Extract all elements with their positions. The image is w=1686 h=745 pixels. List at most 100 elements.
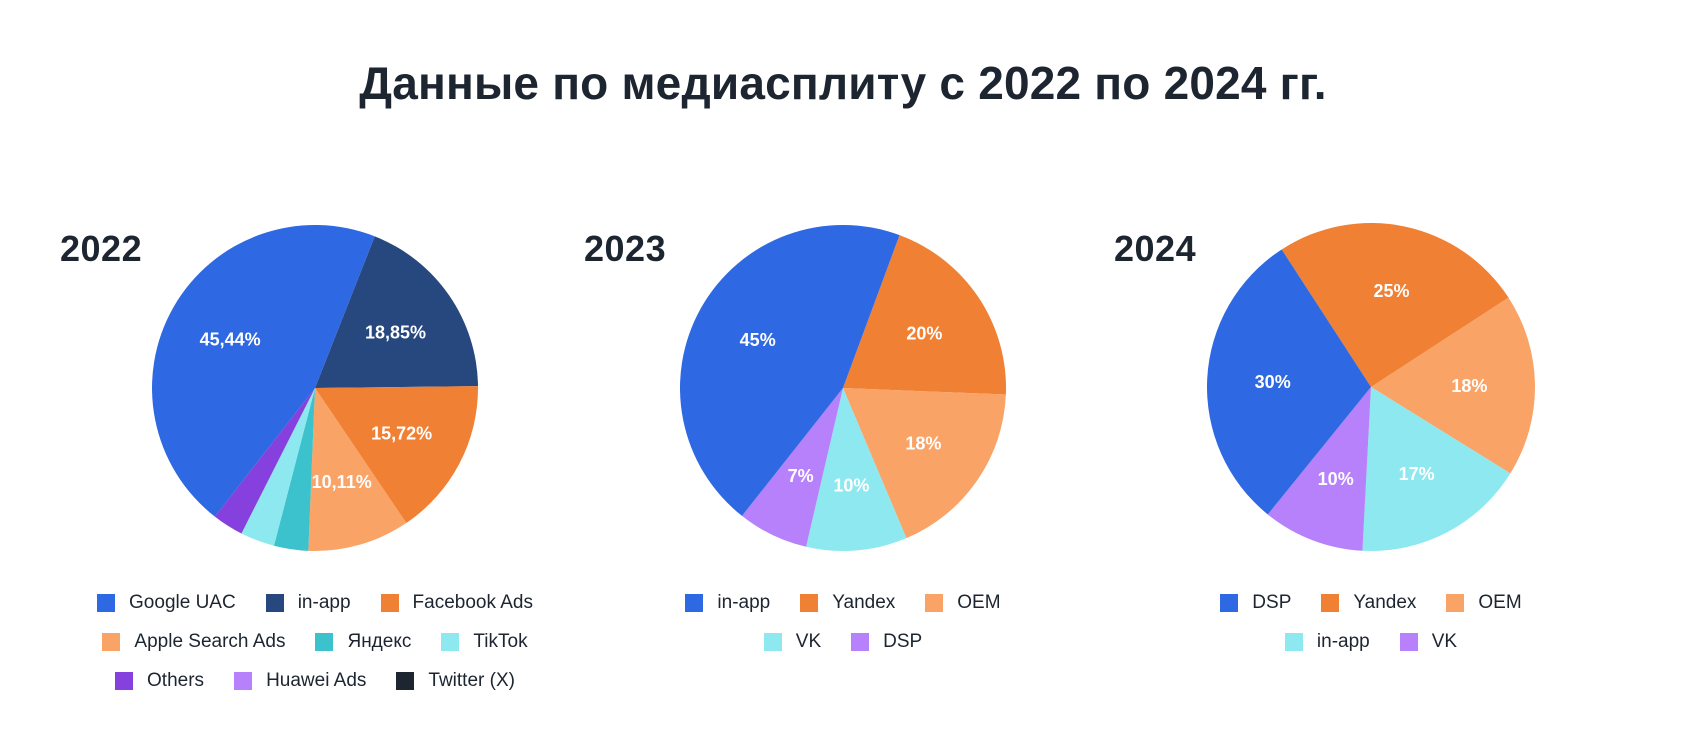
data-label-vk: 10%	[1318, 469, 1354, 489]
legend-item-google-uac[interactable]: Google UAC	[97, 592, 236, 614]
legend-item-yandex[interactable]: Yandex	[800, 592, 895, 614]
legend-swatch-icon	[1399, 633, 1418, 651]
legend-row: in-app Yandex OEM	[685, 592, 1001, 614]
legend-item-in-app[interactable]: in-app	[1284, 631, 1370, 653]
data-label-oem: 18%	[1451, 376, 1487, 396]
pie-slice-dsp	[741, 388, 843, 547]
chart-panel-2023: 2023 20% 18% 10% 7% 45% in-app Yandex OEM VK DSP	[528, 0, 1088, 745]
pie-slice-dsp	[1207, 249, 1371, 515]
legend-row: Google UAC in-app Facebook Ads	[97, 592, 533, 614]
data-label-in-app: 18,85%	[365, 323, 426, 343]
legend-swatch-icon	[1284, 633, 1303, 651]
legend-swatch-icon	[1446, 594, 1465, 612]
pie-slice-google-uac	[152, 225, 375, 517]
legend-swatch-icon	[1220, 594, 1239, 612]
legend-label: OEM	[957, 592, 1001, 613]
legend-swatch-icon	[380, 594, 399, 612]
data-label-yandex: 20%	[906, 324, 942, 344]
legend-item-huawei-ads[interactable]: Huawei Ads	[234, 670, 366, 692]
legend-item-vk[interactable]: VK	[763, 631, 821, 653]
pie-slice-apple-search-ads	[308, 388, 407, 551]
legend-label: Twitter (X)	[428, 670, 515, 691]
legend-swatch-icon	[800, 594, 819, 612]
legend-swatch-icon	[685, 594, 704, 612]
legend-row: Others Huawei Ads Twitter (X)	[115, 670, 515, 692]
legend-row: in-app VK	[1284, 631, 1458, 653]
data-label-in-app: 17%	[1399, 464, 1435, 484]
legend-item-apple-search-ads[interactable]: Apple Search Ads	[102, 631, 285, 653]
data-label-google-uac: 45,44%	[200, 330, 261, 350]
legend: Google UAC in-app Facebook Ads Apple Search…	[0, 592, 630, 692]
legend-label: VK	[1431, 631, 1458, 652]
legend-label: Yandex	[832, 592, 896, 613]
pie-slice-tiktok	[241, 388, 315, 546]
legend-row: Apple Search Ads Яндекс TikTok	[102, 631, 528, 653]
legend: in-app Yandex OEM VK DSP	[528, 592, 1158, 653]
pie-chart-2024: 25% 18% 17% 10% 30%	[1207, 223, 1535, 552]
legend-label: DSP	[883, 631, 923, 652]
legend-item-vk[interactable]: VK	[1399, 631, 1458, 653]
chart-panel-2024: 2024 25% 18% 17% 10% 30% DSP Yandex OEM in-app V…	[1056, 0, 1616, 745]
pie-chart-2023: 20% 18% 10% 7% 45%	[679, 224, 1007, 551]
legend-item-dsp[interactable]: DSP	[1220, 592, 1291, 614]
data-label-facebook-ads: 15,72%	[371, 423, 432, 443]
legend-item-яндекс[interactable]: Яндекс	[315, 631, 411, 653]
pie-slice-яндекс	[273, 388, 315, 551]
legend-item-tiktok[interactable]: TikTok	[441, 631, 528, 653]
pie-slice-others	[214, 388, 315, 534]
legend-swatch-icon	[763, 633, 782, 651]
legend-label: Facebook Ads	[412, 592, 533, 613]
legend-row: VK DSP	[763, 631, 922, 653]
pie-slice-in-app	[679, 224, 900, 516]
legend-label: in-app	[717, 592, 771, 613]
pie-chart-2022: 18,85% 15,72% 10,11% 45,44%	[152, 225, 479, 551]
legend-swatch-icon	[851, 633, 870, 651]
legend: DSP Yandex OEM in-app VK	[1056, 592, 1686, 653]
chart-year-label: 2023	[584, 228, 667, 269]
pie-slice-yandex	[843, 235, 1007, 395]
legend-item-others[interactable]: Others	[115, 670, 204, 692]
legend-label: Others	[147, 670, 205, 691]
chart-year-label: 2022	[60, 228, 143, 269]
legend-item-twitter-x[interactable]: Twitter (X)	[396, 670, 515, 692]
pie-slice-vk	[1267, 387, 1371, 551]
legend-item-in-app[interactable]: in-app	[265, 592, 351, 614]
legend-item-in-app[interactable]: in-app	[685, 592, 770, 614]
legend-swatch-icon	[102, 633, 121, 651]
legend-swatch-icon	[315, 633, 334, 651]
data-label-oem: 18%	[905, 434, 941, 454]
pie-slice-yandex	[1281, 223, 1509, 387]
legend-label: OEM	[1478, 592, 1522, 613]
legend-label: Apple Search Ads	[134, 631, 286, 652]
data-label-dsp: 30%	[1255, 372, 1291, 392]
data-label-apple-search-ads: 10,11%	[312, 472, 372, 492]
pie-slice-vk	[806, 388, 907, 551]
legend-swatch-icon	[925, 594, 944, 612]
pie-slice-in-app	[1362, 387, 1511, 552]
legend-label: Huawei Ads	[266, 670, 367, 691]
legend-swatch-icon	[1321, 594, 1340, 612]
legend-row: DSP Yandex OEM	[1220, 592, 1522, 614]
legend-label: Google UAC	[129, 592, 236, 613]
pie-slice-oem	[1371, 297, 1535, 474]
legend-label: in-app	[297, 592, 351, 613]
legend-swatch-icon	[441, 633, 460, 651]
legend-item-oem[interactable]: OEM	[925, 592, 1001, 614]
pie-slice-oem	[843, 388, 1006, 539]
legend-item-yandex[interactable]: Yandex	[1321, 592, 1416, 614]
legend-item-facebook-ads[interactable]: Facebook Ads	[380, 592, 533, 614]
legend-swatch-icon	[115, 672, 134, 690]
pie-slice-in-app	[315, 236, 478, 388]
legend-label: Яндекс	[347, 631, 412, 652]
legend-label: TikTok	[473, 631, 528, 652]
data-label-in-app: 45%	[740, 330, 776, 350]
legend-swatch-icon	[97, 594, 116, 612]
legend-swatch-icon	[265, 594, 284, 612]
legend-label: in-app	[1316, 631, 1370, 652]
data-label-dsp: 7%	[788, 466, 814, 486]
legend-item-oem[interactable]: OEM	[1446, 592, 1522, 614]
legend-swatch-icon	[396, 672, 415, 690]
legend-swatch-icon	[234, 672, 253, 690]
chart-panel-2022: 2022 18,85% 15,72% 10,11% 45,44% Google UAC…	[0, 0, 560, 745]
legend-item-dsp[interactable]: DSP	[851, 631, 922, 653]
